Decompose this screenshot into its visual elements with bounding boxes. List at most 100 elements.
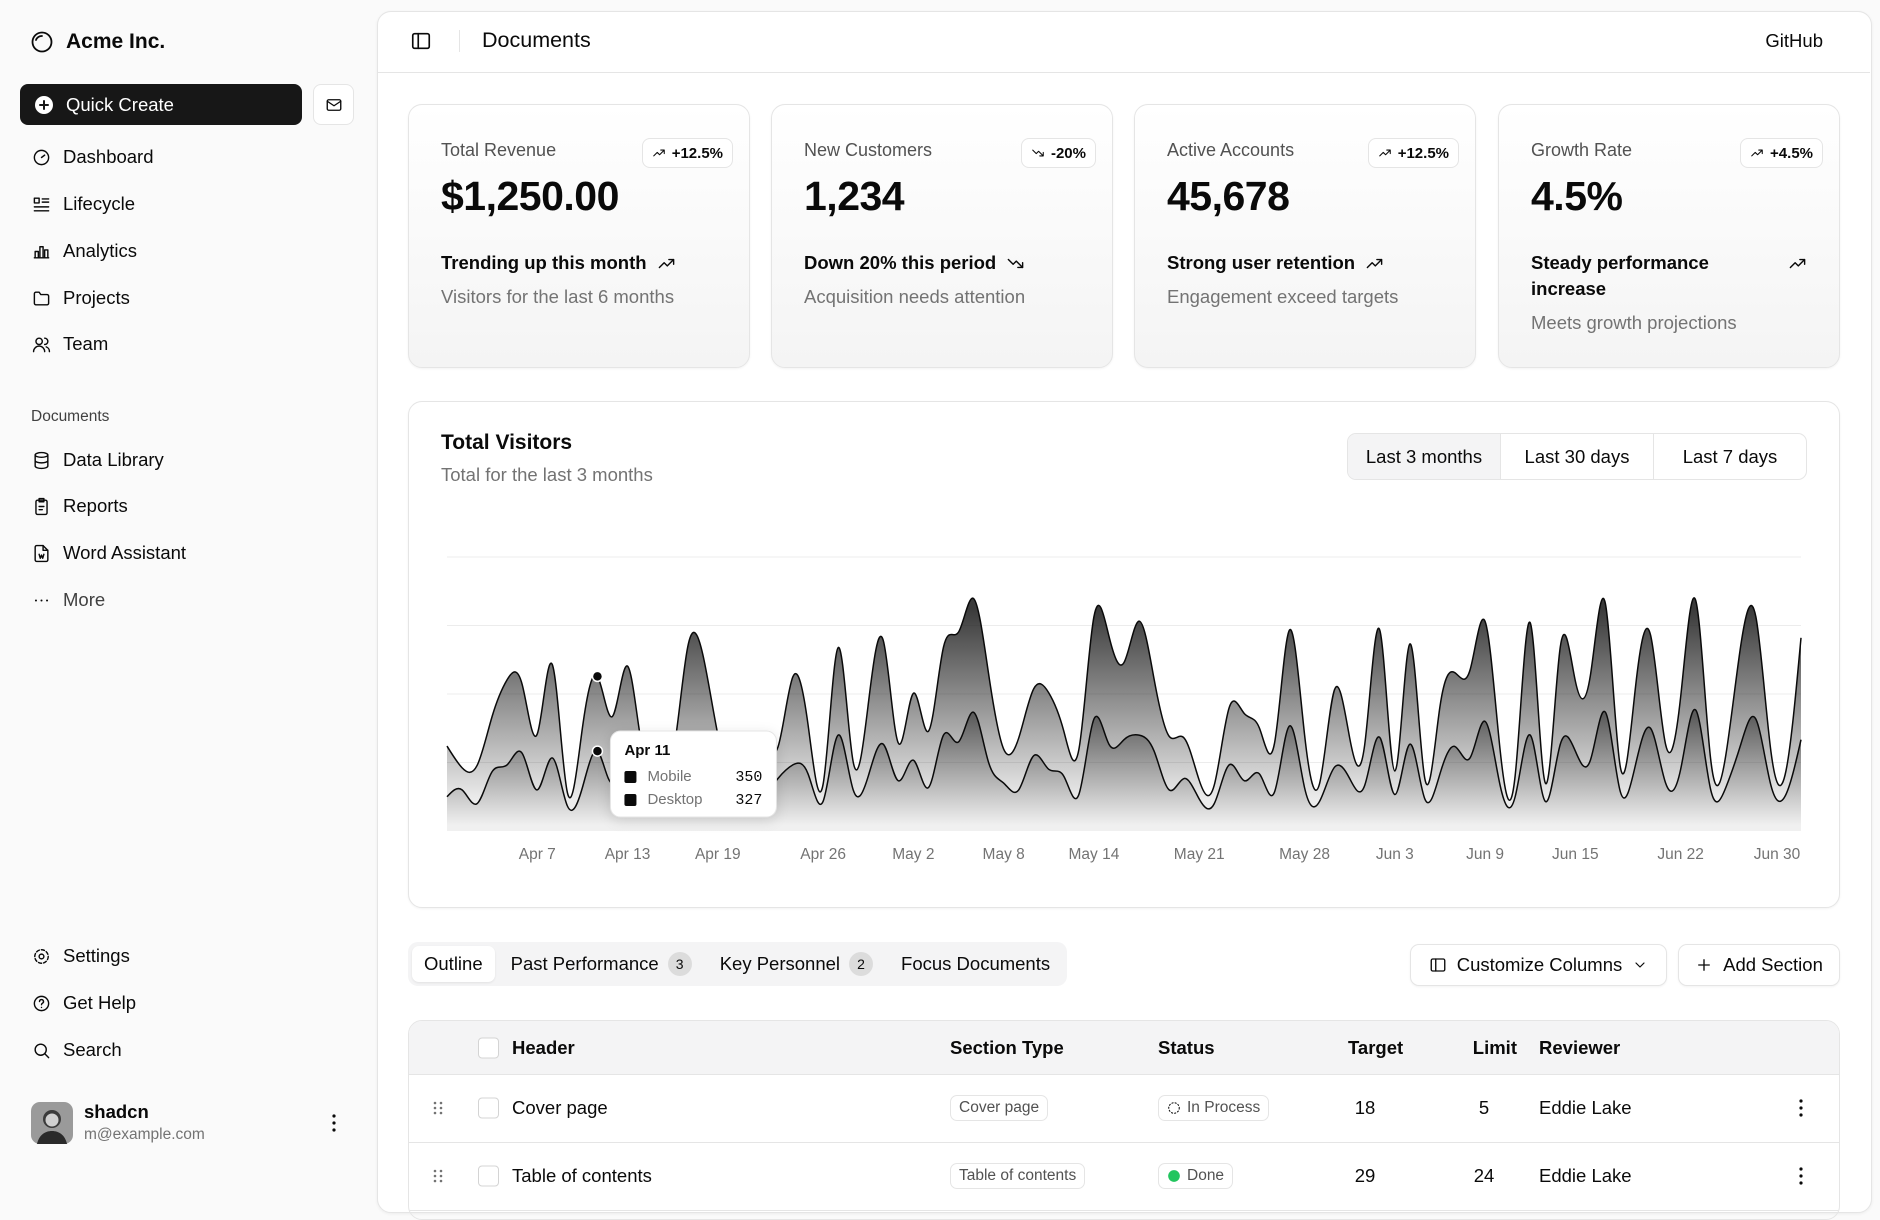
nav-label: Dashboard [63, 146, 154, 168]
section-label: Documents [31, 408, 109, 426]
x-tick-label: Apr 26 [800, 846, 846, 863]
cell-limit[interactable]: 5 [1479, 1097, 1489, 1119]
nav-item[interactable]: Lifecycle [32, 184, 332, 224]
column-header: Status [1158, 1037, 1215, 1059]
pill-text: Cover page [959, 1099, 1039, 1117]
card-value: $1,250.00 [441, 173, 619, 220]
nav-item[interactable]: Get Help [32, 983, 332, 1023]
tooltip-value: 327 [735, 792, 762, 809]
tab-count: 3 [668, 952, 692, 976]
row-menu[interactable] [1792, 1098, 1810, 1118]
active-dot [592, 671, 602, 681]
card-footer-text: Meets growth projections [1531, 310, 1807, 336]
tooltip-series: Mobile [647, 768, 691, 785]
tab[interactable]: Outline [412, 946, 495, 982]
user-menu[interactable] [324, 1112, 344, 1134]
card-footer-title: Steady performance increase [1531, 250, 1761, 302]
pill-text: Table of contents [959, 1167, 1076, 1185]
tab[interactable]: Focus Documents [889, 946, 1062, 982]
nav-label: Search [63, 1039, 122, 1061]
customize-columns-button[interactable]: Customize Columns [1410, 944, 1667, 986]
nav-item[interactable]: Word Assistant [32, 533, 332, 573]
range-option[interactable]: Last 30 days [1500, 434, 1653, 479]
card-footer-title: Strong user retention [1167, 250, 1355, 276]
card-badge: +12.5% [642, 138, 733, 168]
drag-handle[interactable] [431, 1168, 445, 1184]
nav-label: Lifecycle [63, 193, 135, 215]
range-option[interactable]: Last 3 months [1348, 434, 1500, 479]
quick-create-button[interactable]: Quick Create [20, 84, 302, 125]
inbox-button[interactable] [313, 84, 354, 125]
tab-label: Key Personnel [720, 953, 840, 975]
nav-label: Data Library [63, 449, 164, 471]
nav-item[interactable]: Data Library [32, 440, 332, 480]
table-row: Table of contents Table of contents Done… [409, 1142, 1839, 1211]
x-tick-label: Apr 13 [605, 846, 651, 863]
card-label: Active Accounts [1167, 140, 1294, 161]
pill-text: In Process [1187, 1099, 1260, 1117]
card-label: Growth Rate [1531, 140, 1632, 161]
header-border [378, 72, 1870, 73]
brand-name[interactable]: Acme Inc. [66, 30, 165, 54]
nav-label: Word Assistant [63, 542, 186, 564]
nav-item[interactable]: Settings [32, 936, 332, 976]
nav-item[interactable]: Projects [32, 278, 332, 318]
badge-text: +12.5% [1398, 145, 1449, 162]
tooltip-swatch [624, 771, 636, 783]
card-footer-title: Down 20% this period [804, 250, 996, 276]
active-dot [592, 746, 602, 756]
nav-item[interactable]: Analytics [32, 231, 332, 271]
column-header: Target [1348, 1037, 1403, 1059]
nav-label: Team [63, 333, 108, 355]
tooltip-value: 350 [735, 769, 762, 786]
row-menu[interactable] [1792, 1166, 1810, 1186]
card-footer-title: Trending up this month [441, 250, 647, 276]
add-section-button[interactable]: Add Section [1678, 944, 1840, 986]
tab-label: Past Performance [511, 953, 659, 975]
nav-item[interactable]: Search [32, 1030, 332, 1070]
tab-count: 2 [849, 952, 873, 976]
card-label: New Customers [804, 140, 932, 161]
data-table: Header Section Type Status Target Limit … [408, 1020, 1840, 1220]
card-value: 45,678 [1167, 173, 1289, 220]
card-badge: -20% [1021, 138, 1096, 168]
tab-label: Outline [424, 953, 483, 975]
cell-header[interactable]: Table of contents [512, 1165, 652, 1187]
button-label: Add Section [1723, 954, 1823, 976]
card-value: 1,234 [804, 173, 904, 220]
card-footer-text: Acquisition needs attention [804, 284, 1080, 310]
checkbox[interactable] [478, 1037, 499, 1058]
x-tick-label: May 8 [983, 846, 1025, 863]
column-header: Header [512, 1037, 575, 1059]
avatar [31, 1102, 73, 1144]
metric-card: Total Revenue $1,250.00 +12.5% Trending … [408, 104, 750, 368]
column-header: Limit [1473, 1037, 1517, 1059]
nav-item[interactable]: Reports [32, 486, 332, 526]
card-badge: +4.5% [1740, 138, 1823, 168]
pill-text: Done [1187, 1167, 1224, 1185]
nav-item[interactable]: Team [32, 324, 332, 364]
card-value: 4.5% [1531, 173, 1622, 220]
tab[interactable]: Key Personnel 2 [708, 946, 885, 982]
cell-target[interactable]: 29 [1355, 1165, 1376, 1187]
cell-target[interactable]: 18 [1355, 1097, 1376, 1119]
card-badge: +12.5% [1368, 138, 1459, 168]
nav-item[interactable]: Dashboard [32, 137, 332, 177]
nav-item[interactable]: More [32, 580, 332, 620]
tooltip-series: Desktop [647, 791, 702, 808]
cell-limit[interactable]: 24 [1474, 1165, 1495, 1187]
drag-handle[interactable] [431, 1100, 445, 1116]
card-footer-text: Engagement exceed targets [1167, 284, 1443, 310]
cell-header[interactable]: Cover page [512, 1097, 608, 1119]
range-option[interactable]: Last 7 days [1653, 434, 1806, 479]
github-link[interactable]: GitHub [1765, 30, 1823, 52]
x-tick-label: May 2 [892, 846, 934, 863]
sidebar-toggle[interactable] [410, 30, 432, 52]
brand-icon [30, 30, 54, 54]
badge-text: +12.5% [672, 145, 723, 162]
checkbox[interactable] [478, 1166, 499, 1187]
tab[interactable]: Past Performance 3 [499, 946, 704, 982]
tooltip-swatch [624, 794, 636, 806]
nav-label: Reports [63, 495, 128, 517]
checkbox[interactable] [478, 1098, 499, 1119]
